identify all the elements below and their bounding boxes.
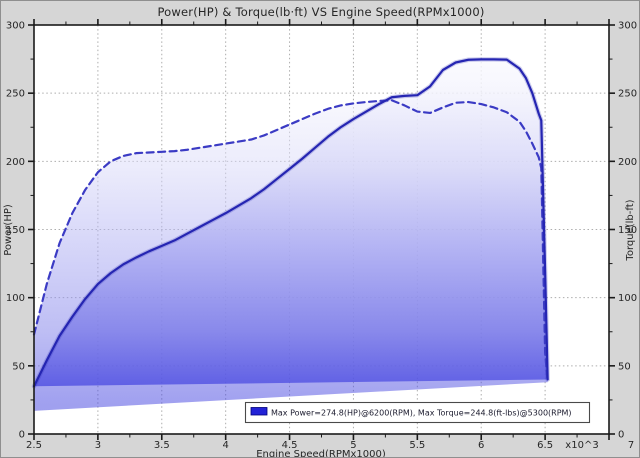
y-tick-label-right: 0 (618, 430, 624, 441)
y-tick-label-right: 250 (618, 89, 637, 100)
torque-curve (32, 99, 549, 384)
x-axis-multiplier-label: x10^3 (565, 440, 598, 451)
y-tick-labels-left: 0 50 100 150 200 250 300 (6, 21, 25, 441)
x-tick-labels: 2.5 3 3.5 4 4.5 5 5.5 6 6.5 7 (26, 440, 634, 451)
power-curve (32, 58, 549, 388)
y-tick-label-right: 150 (618, 225, 637, 236)
y-tick-label-right: 100 (618, 293, 637, 304)
x-tick-label: 3 (95, 440, 101, 451)
y-tick-label-left: 200 (6, 157, 25, 168)
right-axis-label: Torque(lb-ft) (625, 199, 636, 261)
legend: Max Power=274.8(HP)@6200(RPM), Max Torqu… (244, 401, 591, 424)
x-tick-label: 3.5 (154, 440, 170, 451)
y-tick-label-right: 200 (618, 157, 637, 168)
power-fill (34, 59, 548, 387)
left-axis-label: Power(HP) (3, 204, 14, 256)
x-tick-label: 6.5 (537, 440, 553, 451)
x-tick-label: 7 (628, 440, 634, 451)
x-tick-label: 2.5 (26, 440, 42, 451)
legend-swatch (250, 407, 268, 416)
legend-box (244, 401, 591, 424)
y-tick-labels-right: 0 50 100 150 200 250 300 (618, 21, 637, 441)
y-tick-label-left: 0 (19, 430, 25, 441)
y-tick-label-left: 150 (6, 225, 25, 236)
legend-label: Max Power=274.8(HP)@6200(RPM), Max Torqu… (271, 409, 572, 418)
x-axis-label: Engine Speed(RPMx1000) (256, 449, 386, 458)
x-tick-label: 4 (222, 440, 228, 451)
x-tick-label: 5.5 (409, 440, 425, 451)
y-tick-label-left: 250 (6, 89, 25, 100)
x-tick-label: 6 (478, 440, 484, 451)
y-tick-label-left: 300 (6, 21, 25, 32)
y-tick-label-right: 50 (618, 361, 631, 372)
y-tick-label-left: 100 (6, 293, 25, 304)
x-tick-label: 4.5 (282, 440, 298, 451)
axis-ticks (28, 19, 615, 440)
x-tick-label: 5 (350, 440, 356, 451)
y-tick-label-left: 50 (12, 361, 25, 372)
y-tick-label-right: 300 (618, 21, 637, 32)
chart-title: Power(HP) & Torque(lb·ft) VS Engine Spee… (157, 5, 484, 19)
